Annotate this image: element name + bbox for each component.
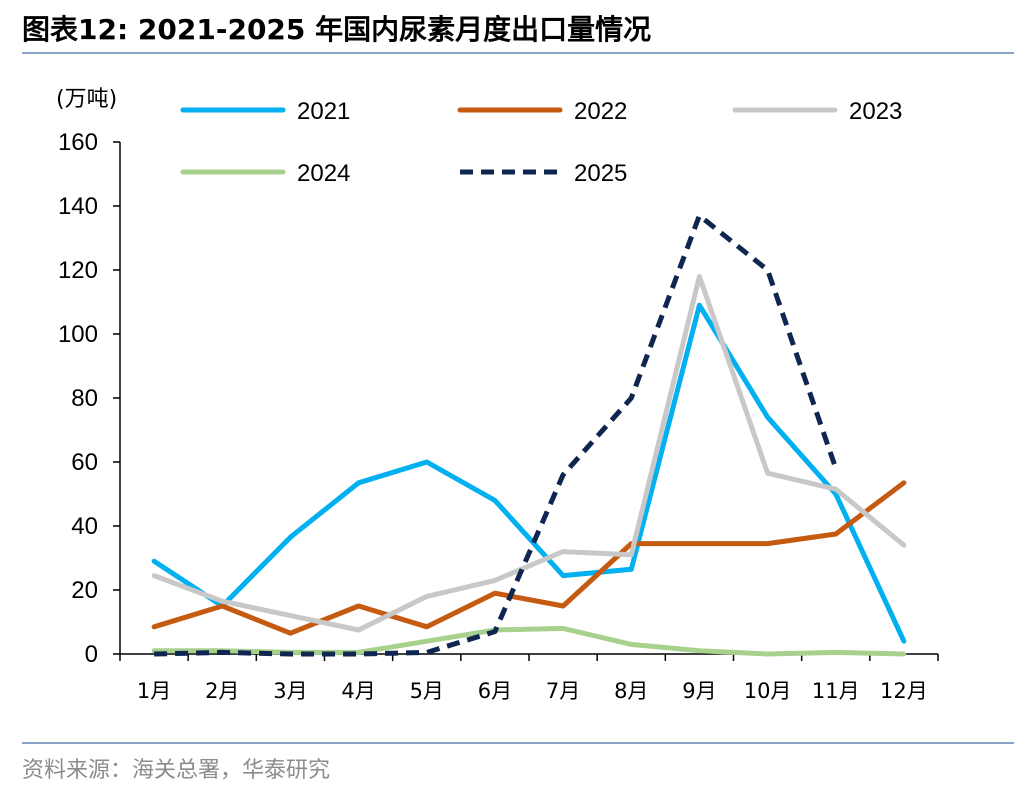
legend-label-2024: 2024 bbox=[297, 160, 350, 187]
x-tick-label: 5月 bbox=[410, 679, 444, 703]
x-tick-label: 4月 bbox=[341, 679, 375, 703]
x-ticks: 1月 2月 3月 4月 5月 6月 7月 8月 9月 10月 11月 12月 bbox=[119, 654, 939, 703]
legend-label-2023: 2023 bbox=[849, 98, 902, 125]
series-line-2025 bbox=[154, 213, 839, 657]
series-line-2023 bbox=[151, 273, 907, 633]
legend-label-2022: 2022 bbox=[574, 98, 627, 125]
chart-legend: 2021 2022 2023 2024 2025 bbox=[180, 98, 902, 187]
top-divider bbox=[22, 52, 1014, 54]
page-title: 图表12: 2021-2025 年国内尿素月度出口量情况 bbox=[22, 13, 652, 46]
y-axis-unit-label: (万吨) bbox=[56, 87, 117, 112]
series-line-2024 bbox=[151, 625, 907, 657]
y-tick-label: 40 bbox=[71, 513, 98, 540]
x-tick-label: 9月 bbox=[682, 679, 716, 703]
y-tick-label: 140 bbox=[58, 193, 98, 220]
chart-axes bbox=[119, 142, 938, 655]
x-tick-label: 2月 bbox=[205, 679, 239, 703]
source-note: 资料来源：海关总署，华泰研究 bbox=[22, 758, 331, 783]
x-tick-label: 8月 bbox=[614, 679, 648, 703]
x-tick-label: 7月 bbox=[546, 679, 580, 703]
x-tick-label: 11月 bbox=[812, 679, 860, 703]
x-tick-label: 10月 bbox=[744, 679, 792, 703]
y-tick-label: 100 bbox=[58, 321, 98, 348]
x-tick-label: 6月 bbox=[478, 679, 512, 703]
series-line-2022 bbox=[151, 480, 907, 636]
bottom-divider bbox=[22, 742, 1014, 744]
legend-label-2021: 2021 bbox=[297, 98, 350, 125]
series-lines bbox=[151, 213, 907, 657]
y-tick-label: 80 bbox=[71, 385, 98, 412]
x-tick-label: 12月 bbox=[880, 679, 928, 703]
y-tick-label: 0 bbox=[85, 641, 98, 668]
y-tick-label: 60 bbox=[71, 449, 98, 476]
y-tick-label: 120 bbox=[58, 257, 98, 284]
series-line-2021 bbox=[151, 302, 907, 644]
y-tick-label: 160 bbox=[58, 129, 98, 156]
legend-label-2025: 2025 bbox=[574, 160, 627, 187]
y-ticks: 0 20 40 60 80 100 120 140 160 bbox=[58, 129, 120, 668]
x-tick-label: 3月 bbox=[273, 679, 307, 703]
y-tick-label: 20 bbox=[71, 577, 98, 604]
x-tick-label: 1月 bbox=[137, 679, 171, 703]
